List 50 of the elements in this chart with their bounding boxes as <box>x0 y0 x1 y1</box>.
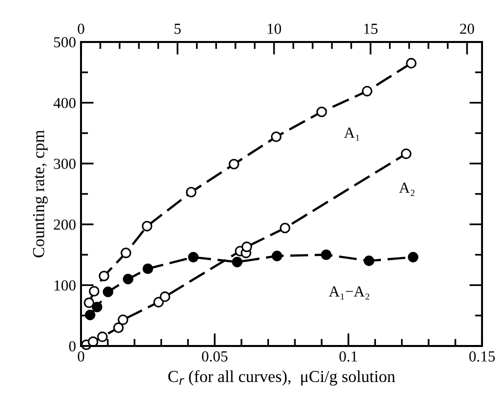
point <box>188 252 199 262</box>
point <box>113 322 124 333</box>
point <box>320 249 332 260</box>
y-tick-label: 200 <box>54 219 76 230</box>
point <box>92 302 102 312</box>
point <box>88 286 100 297</box>
y-tick-label: 0 <box>69 341 76 352</box>
point <box>98 270 110 282</box>
y-tick-label: 400 <box>54 98 76 108</box>
series-label: A₁−A₂ <box>328 286 370 300</box>
point <box>408 252 418 262</box>
point <box>160 291 170 302</box>
point <box>242 242 252 252</box>
point <box>122 274 134 284</box>
point <box>280 222 290 234</box>
point <box>270 132 282 142</box>
x2-tick-label: 15 <box>364 24 378 34</box>
point <box>228 158 240 170</box>
x2-tick-label: 20 <box>460 24 474 34</box>
y-axis-title: Counting rate, cpm <box>33 130 48 258</box>
point <box>120 248 132 258</box>
x-tick-label: 0.05 <box>202 351 228 362</box>
point <box>316 106 327 118</box>
y-tick-label: 100 <box>54 280 76 291</box>
point <box>142 263 154 274</box>
x-tick-label: 0 <box>78 351 84 362</box>
point <box>118 314 128 326</box>
point <box>84 310 96 320</box>
x2-tick-label: 0 <box>78 24 84 34</box>
series-label: A₂ <box>399 182 414 196</box>
point <box>406 58 417 68</box>
series-label: A₁ <box>344 128 360 141</box>
x-tick-label: 0.1 <box>339 351 358 362</box>
point <box>186 186 196 198</box>
point <box>400 148 412 160</box>
point <box>97 332 108 342</box>
x2-tick-label: 10 <box>268 24 282 34</box>
point <box>153 296 164 308</box>
x-tick-label: 0.15 <box>469 351 495 362</box>
point <box>84 298 94 308</box>
x-axis-title: C$_{r}$ (for all curves), μCi/g solution <box>168 370 396 386</box>
point <box>142 220 152 232</box>
y-tick-label: 500 <box>54 37 76 48</box>
point <box>364 256 374 266</box>
point <box>272 250 282 262</box>
point <box>232 256 242 268</box>
point <box>362 86 372 96</box>
y-tick-label: 300 <box>54 158 76 169</box>
x2-tick-label: 5 <box>174 24 181 34</box>
point <box>102 286 114 298</box>
